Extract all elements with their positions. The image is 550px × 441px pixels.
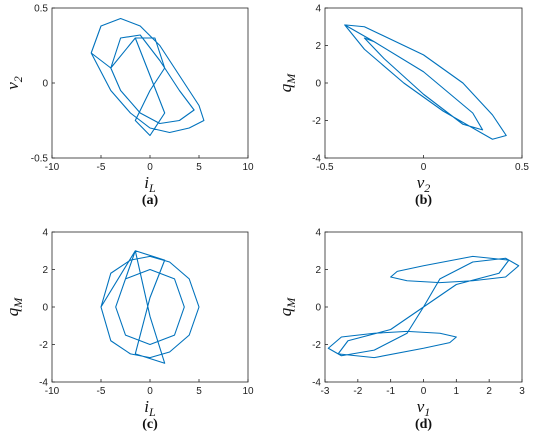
x-tick-label: 5 — [196, 162, 202, 173]
caption: (d) — [415, 417, 432, 432]
axis-label-sub: 2 — [424, 181, 430, 195]
caption: (a) — [142, 193, 159, 208]
y-tick-label: -2 — [312, 340, 321, 351]
x-tick-label: -10 — [45, 162, 60, 173]
axis-label-sub: M — [284, 73, 298, 85]
y-tick-label: -2 — [312, 116, 321, 127]
axis-label: iL — [144, 173, 156, 195]
x-tick-label: 3 — [519, 386, 525, 397]
x-tick-label: -3 — [321, 386, 330, 397]
trajectory — [100, 250, 200, 364]
axis-label-sub: 2 — [11, 76, 25, 82]
caption: (b) — [415, 193, 432, 208]
x-tick-label: -5 — [97, 162, 106, 173]
x-tick-label: 0 — [421, 386, 427, 397]
x-tick-label: 10 — [242, 386, 254, 397]
trajectory — [327, 255, 520, 359]
x-tick-label: 5 — [196, 386, 202, 397]
axis-label-sub: M — [284, 297, 298, 309]
x-tick-label: 10 — [242, 162, 254, 173]
axis-label-main: q — [276, 83, 295, 92]
x-tick-label: 2 — [486, 386, 492, 397]
axis-label-main: q — [276, 307, 295, 316]
x-tick-label: 0.5 — [515, 162, 529, 173]
y-tick-label: 4 — [42, 228, 48, 239]
y-tick-label: 2 — [42, 265, 48, 276]
axis-label-sub: L — [148, 181, 156, 195]
y-tick-label: 0 — [315, 79, 321, 90]
axis-label: iL — [144, 397, 156, 419]
axis-label-sub: L — [148, 405, 156, 419]
y-tick-label: 0.5 — [34, 4, 48, 15]
y-tick-label: 4 — [315, 4, 321, 15]
axes-box — [51, 231, 249, 383]
y-tick-label: -4 — [39, 378, 48, 389]
x-tick-label: -0.5 — [316, 162, 334, 173]
y-tick-label: -0.5 — [31, 154, 49, 165]
axis-label-main: v — [417, 397, 425, 416]
axis-label-main: i — [144, 397, 149, 416]
axis-label: v2 — [417, 173, 431, 195]
axis-label-main: q — [3, 307, 22, 316]
y-tick-label: 4 — [315, 228, 321, 239]
y-tick-label: 0 — [315, 303, 321, 314]
axes-box — [51, 7, 249, 159]
x-tick-label: -10 — [45, 386, 60, 397]
axis-label-sub: M — [11, 297, 25, 309]
axis-label: qM — [3, 297, 25, 317]
x-tick-label: 0 — [147, 386, 153, 397]
x-tick-label: -5 — [97, 386, 106, 397]
y-tick-label: -4 — [312, 378, 321, 389]
y-tick-label: 2 — [315, 265, 321, 276]
axis-label-main: v — [417, 173, 425, 192]
y-tick-label: 2 — [315, 41, 321, 52]
axis-label-sub: 1 — [424, 405, 430, 419]
caption: (c) — [142, 417, 158, 432]
trajectory — [344, 24, 507, 140]
y-tick-label: -2 — [39, 340, 48, 351]
y-tick-label: -4 — [312, 154, 321, 165]
x-tick-label: -2 — [353, 386, 362, 397]
trajectory — [90, 17, 205, 137]
x-tick-label: -1 — [386, 386, 395, 397]
x-tick-label: 1 — [454, 386, 460, 397]
axis-label-main: i — [144, 173, 149, 192]
y-tick-label: 0 — [42, 79, 48, 90]
x-tick-label: 0 — [147, 162, 153, 173]
axis-label-main: v — [3, 82, 22, 90]
axis-label: v1 — [417, 397, 431, 419]
y-tick-label: 0 — [42, 303, 48, 314]
axis-label: v2 — [3, 76, 25, 90]
axis-label: qM — [276, 297, 298, 317]
axis-label: qM — [276, 73, 298, 93]
x-tick-label: 0 — [421, 162, 427, 173]
